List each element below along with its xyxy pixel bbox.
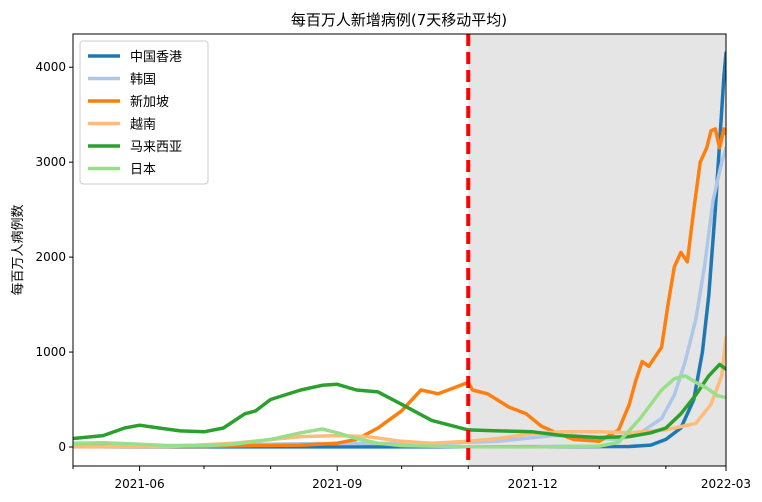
legend-label: 新加坡 <box>130 94 169 110</box>
y-tick-label: 3000 <box>35 155 66 169</box>
y-tick-label: 2000 <box>35 250 66 264</box>
y-tick-label: 0 <box>58 440 66 454</box>
plot-area: 0 1000 2000 3000 4000 2021-06 2021-09 2021-12 20… <box>35 33 751 491</box>
chart-title: 每百万人新增病例(7天移动平均) <box>291 11 507 29</box>
series-line-5 <box>73 374 726 449</box>
y-axis-label: 每百万人病例数 <box>10 204 26 295</box>
series-lines <box>73 51 726 449</box>
x-tick-label: 2021-06 <box>115 477 165 491</box>
series-line-4 <box>73 362 726 441</box>
axes-frame <box>72 33 727 467</box>
legend-label: 韩国 <box>130 73 156 88</box>
series-line-2 <box>73 127 726 449</box>
legend-label: 日本 <box>130 163 156 178</box>
x-tick-label: 2021-09 <box>312 477 362 491</box>
legend-label: 马来西亚 <box>130 140 182 155</box>
legend-label: 越南 <box>130 117 156 133</box>
x-tick-label: 2021-12 <box>508 477 558 491</box>
legend-label: 中国香港 <box>130 50 182 65</box>
series-line-3 <box>73 336 726 449</box>
shaded-region <box>468 34 726 466</box>
y-tick-label: 1000 <box>35 345 66 359</box>
y-tick-label: 4000 <box>35 60 66 74</box>
x-tick-label: 2022-03 <box>701 477 751 491</box>
